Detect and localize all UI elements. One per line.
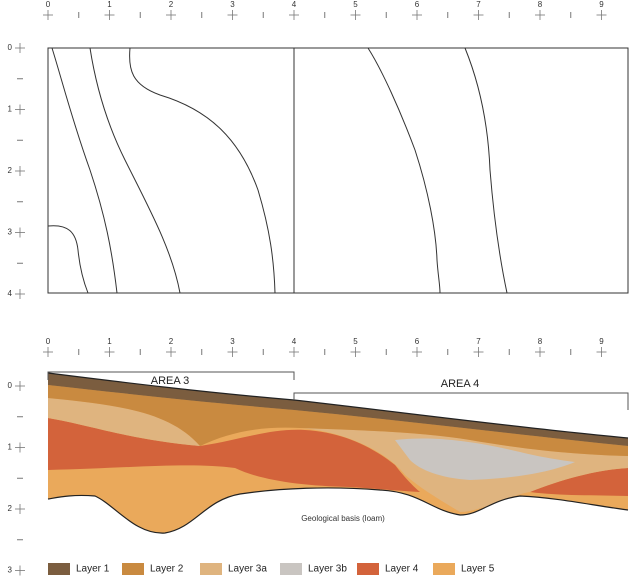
- layer-3a: [48, 398, 628, 512]
- section: AREA 3 AREA 4 Geological basis (loam): [47, 371, 629, 534]
- legend-swatch: [200, 563, 222, 575]
- ruler-label: 1: [8, 443, 13, 452]
- ruler-cross: [535, 10, 545, 20]
- layer-3b: [395, 438, 575, 480]
- ruler-cross: [43, 10, 53, 20]
- plan-line: [47, 225, 89, 294]
- ruler-cross: [104, 347, 115, 357]
- ruler-cross: [227, 347, 238, 357]
- legend-label: Layer 1: [76, 564, 110, 575]
- legend-label: Layer 5: [461, 564, 495, 575]
- layer-4: [530, 468, 628, 496]
- plan-line: [89, 47, 181, 294]
- legend-label: Layer 2: [150, 564, 184, 575]
- ruler-label: 3: [8, 566, 13, 575]
- ruler-cross: [15, 227, 25, 238]
- plan-line: [464, 47, 508, 294]
- ruler-label: 0: [8, 43, 13, 52]
- ruler-label: 3: [8, 228, 13, 237]
- layer-1: [48, 373, 628, 446]
- legend-swatch: [280, 563, 302, 575]
- ruler-cross: [104, 10, 115, 20]
- legend-swatch: [122, 563, 144, 575]
- ruler-label: 9: [599, 0, 604, 9]
- legend-label: Layer 3a: [228, 564, 267, 575]
- ruler-cross: [227, 10, 238, 20]
- ruler-cross: [15, 289, 25, 299]
- ruler-label: 3: [230, 337, 235, 346]
- ruler-cross: [166, 347, 176, 357]
- ruler-label: 1: [8, 105, 13, 114]
- ruler-cross: [535, 347, 545, 357]
- ruler-label: 1: [107, 0, 112, 9]
- basis-line: [47, 487, 629, 534]
- legend-swatch: [357, 563, 379, 575]
- plan-line: [51, 47, 118, 294]
- ruler-label: 4: [8, 289, 13, 298]
- area-label: AREA 4: [441, 378, 480, 390]
- legend-label: Layer 4: [385, 564, 419, 575]
- ruler-cross: [15, 442, 25, 453]
- ruler-cross: [412, 347, 422, 357]
- ruler-cross: [43, 347, 53, 357]
- basis-label: Geological basis (loam): [301, 514, 385, 523]
- ruler-cross: [15, 381, 25, 391]
- ruler-cross: [596, 10, 607, 20]
- rulers: 0 1 2 3 4 5 6 7 8 9 0 1 2 3 4 0 1 2 3 4 5 6 7 8 9 0 1 2 3: [8, 0, 607, 576]
- legend: Layer 1 Layer 2 Layer 3a Layer 3b Layer 4 Lay…: [48, 563, 495, 575]
- ruler-label: 0: [8, 381, 13, 390]
- ruler-label: 3: [230, 0, 235, 9]
- ruler-cross: [15, 166, 25, 176]
- ruler-cross: [15, 504, 25, 514]
- ruler-label: 6: [415, 0, 420, 9]
- area-bracket: [47, 371, 295, 380]
- ruler-cross: [350, 347, 361, 357]
- layer-2: [48, 385, 628, 456]
- ruler-label: 7: [476, 0, 481, 9]
- ruler-cross: [15, 43, 25, 53]
- legend-label: Layer 3b: [308, 564, 347, 575]
- layer-4: [48, 418, 420, 492]
- ruler-cross: [350, 10, 361, 20]
- ruler-label: 2: [8, 504, 13, 513]
- ruler-label: 8: [538, 337, 543, 346]
- ruler-label: 0: [46, 337, 51, 346]
- ruler-label: 2: [169, 0, 174, 9]
- ruler-cross: [289, 347, 299, 357]
- ruler-label: 4: [292, 0, 297, 9]
- ruler-cross: [15, 565, 25, 576]
- legend-swatch: [433, 563, 455, 575]
- plan-line: [129, 47, 276, 294]
- area-label: AREA 3: [151, 375, 190, 387]
- ruler-cross: [166, 10, 176, 20]
- ruler-cross: [473, 10, 484, 20]
- ruler-label: 5: [353, 0, 358, 9]
- area-bracket: [293, 392, 629, 410]
- ruler-cross: [15, 104, 25, 115]
- plan-frame: [47, 47, 629, 294]
- ruler-label: 7: [476, 337, 481, 346]
- ruler-cross: [412, 10, 422, 20]
- ruler-label: 5: [353, 337, 358, 346]
- ruler-cross: [596, 347, 607, 357]
- ruler-cross: [473, 347, 484, 357]
- legend-swatch: [48, 563, 70, 575]
- ruler-label: 2: [169, 337, 174, 346]
- plan: [47, 47, 629, 294]
- ruler-label: 9: [599, 337, 604, 346]
- ruler-label: 2: [8, 166, 13, 175]
- ruler-label: 6: [415, 337, 420, 346]
- surface-line: [47, 372, 629, 439]
- plan-line: [367, 47, 441, 294]
- ruler-label: 4: [292, 337, 297, 346]
- ruler-label: 1: [107, 337, 112, 346]
- ruler-cross: [289, 10, 299, 20]
- ruler-label: 8: [538, 0, 543, 9]
- ruler-label: 0: [46, 0, 51, 9]
